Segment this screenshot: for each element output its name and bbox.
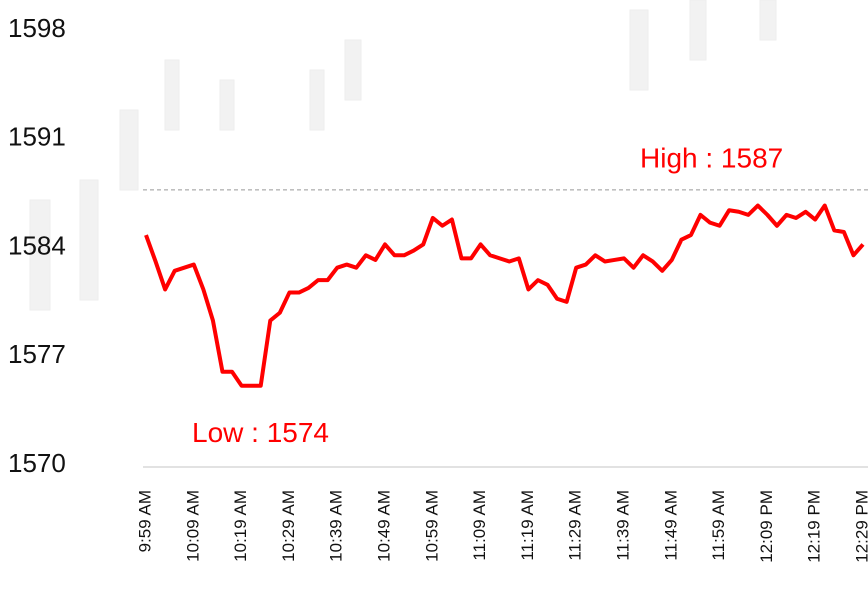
x-tick-label: 12:09 PM (757, 490, 776, 563)
x-tick-label: 11:39 AM (613, 490, 632, 561)
x-tick-label: 11:19 AM (518, 490, 537, 561)
x-tick-label: 10:09 AM (183, 490, 202, 562)
x-tick-label: 10:59 AM (422, 490, 441, 562)
y-tick-label: 1577 (8, 339, 66, 369)
x-tick-label: 11:49 AM (661, 490, 680, 561)
x-tick-label: 11:59 AM (709, 490, 728, 561)
x-tick-label: 10:19 AM (231, 490, 250, 562)
price-line (146, 206, 863, 386)
high-label: High : 1587 (640, 142, 783, 173)
x-tick-label: 9:59 AM (135, 490, 154, 552)
x-tick-label: 11:29 AM (566, 490, 585, 561)
y-tick-label: 1598 (8, 13, 66, 43)
x-tick-label: 10:49 AM (374, 490, 393, 562)
y-tick-label: 1570 (8, 448, 66, 478)
x-tick-label: 10:39 AM (327, 490, 346, 562)
x-tick-label: 11:09 AM (470, 490, 489, 561)
y-tick-label: 1591 (8, 122, 66, 152)
x-tick-label: 10:29 AM (279, 490, 298, 562)
x-tick-label: 12:29 PM (852, 490, 868, 563)
y-tick-label: 1584 (8, 230, 66, 260)
chart: 1570 1577 1584 1591 1598 9:59 AM 10:09 AM 10:19… (0, 0, 868, 601)
x-tick-label: 12:19 PM (805, 490, 824, 563)
low-label: Low : 1574 (192, 417, 329, 448)
